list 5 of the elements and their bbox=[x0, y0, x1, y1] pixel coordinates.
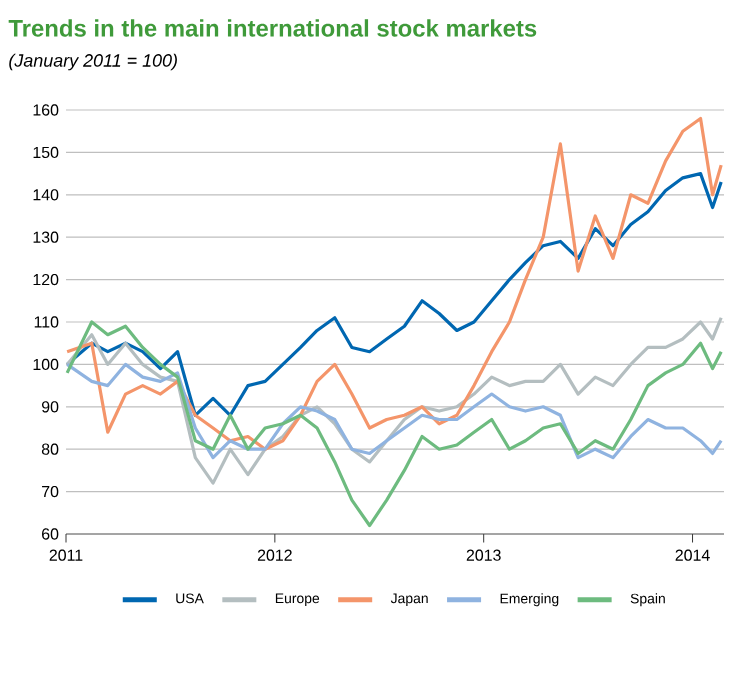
line-series bbox=[65, 320, 723, 528]
chart-title: Trends in the main international stock markets bbox=[8, 19, 537, 37]
line-series bbox=[65, 362, 723, 460]
chart-subtitle: (January 2011 = 100) bbox=[9, 53, 177, 71]
line-series bbox=[65, 116, 723, 451]
